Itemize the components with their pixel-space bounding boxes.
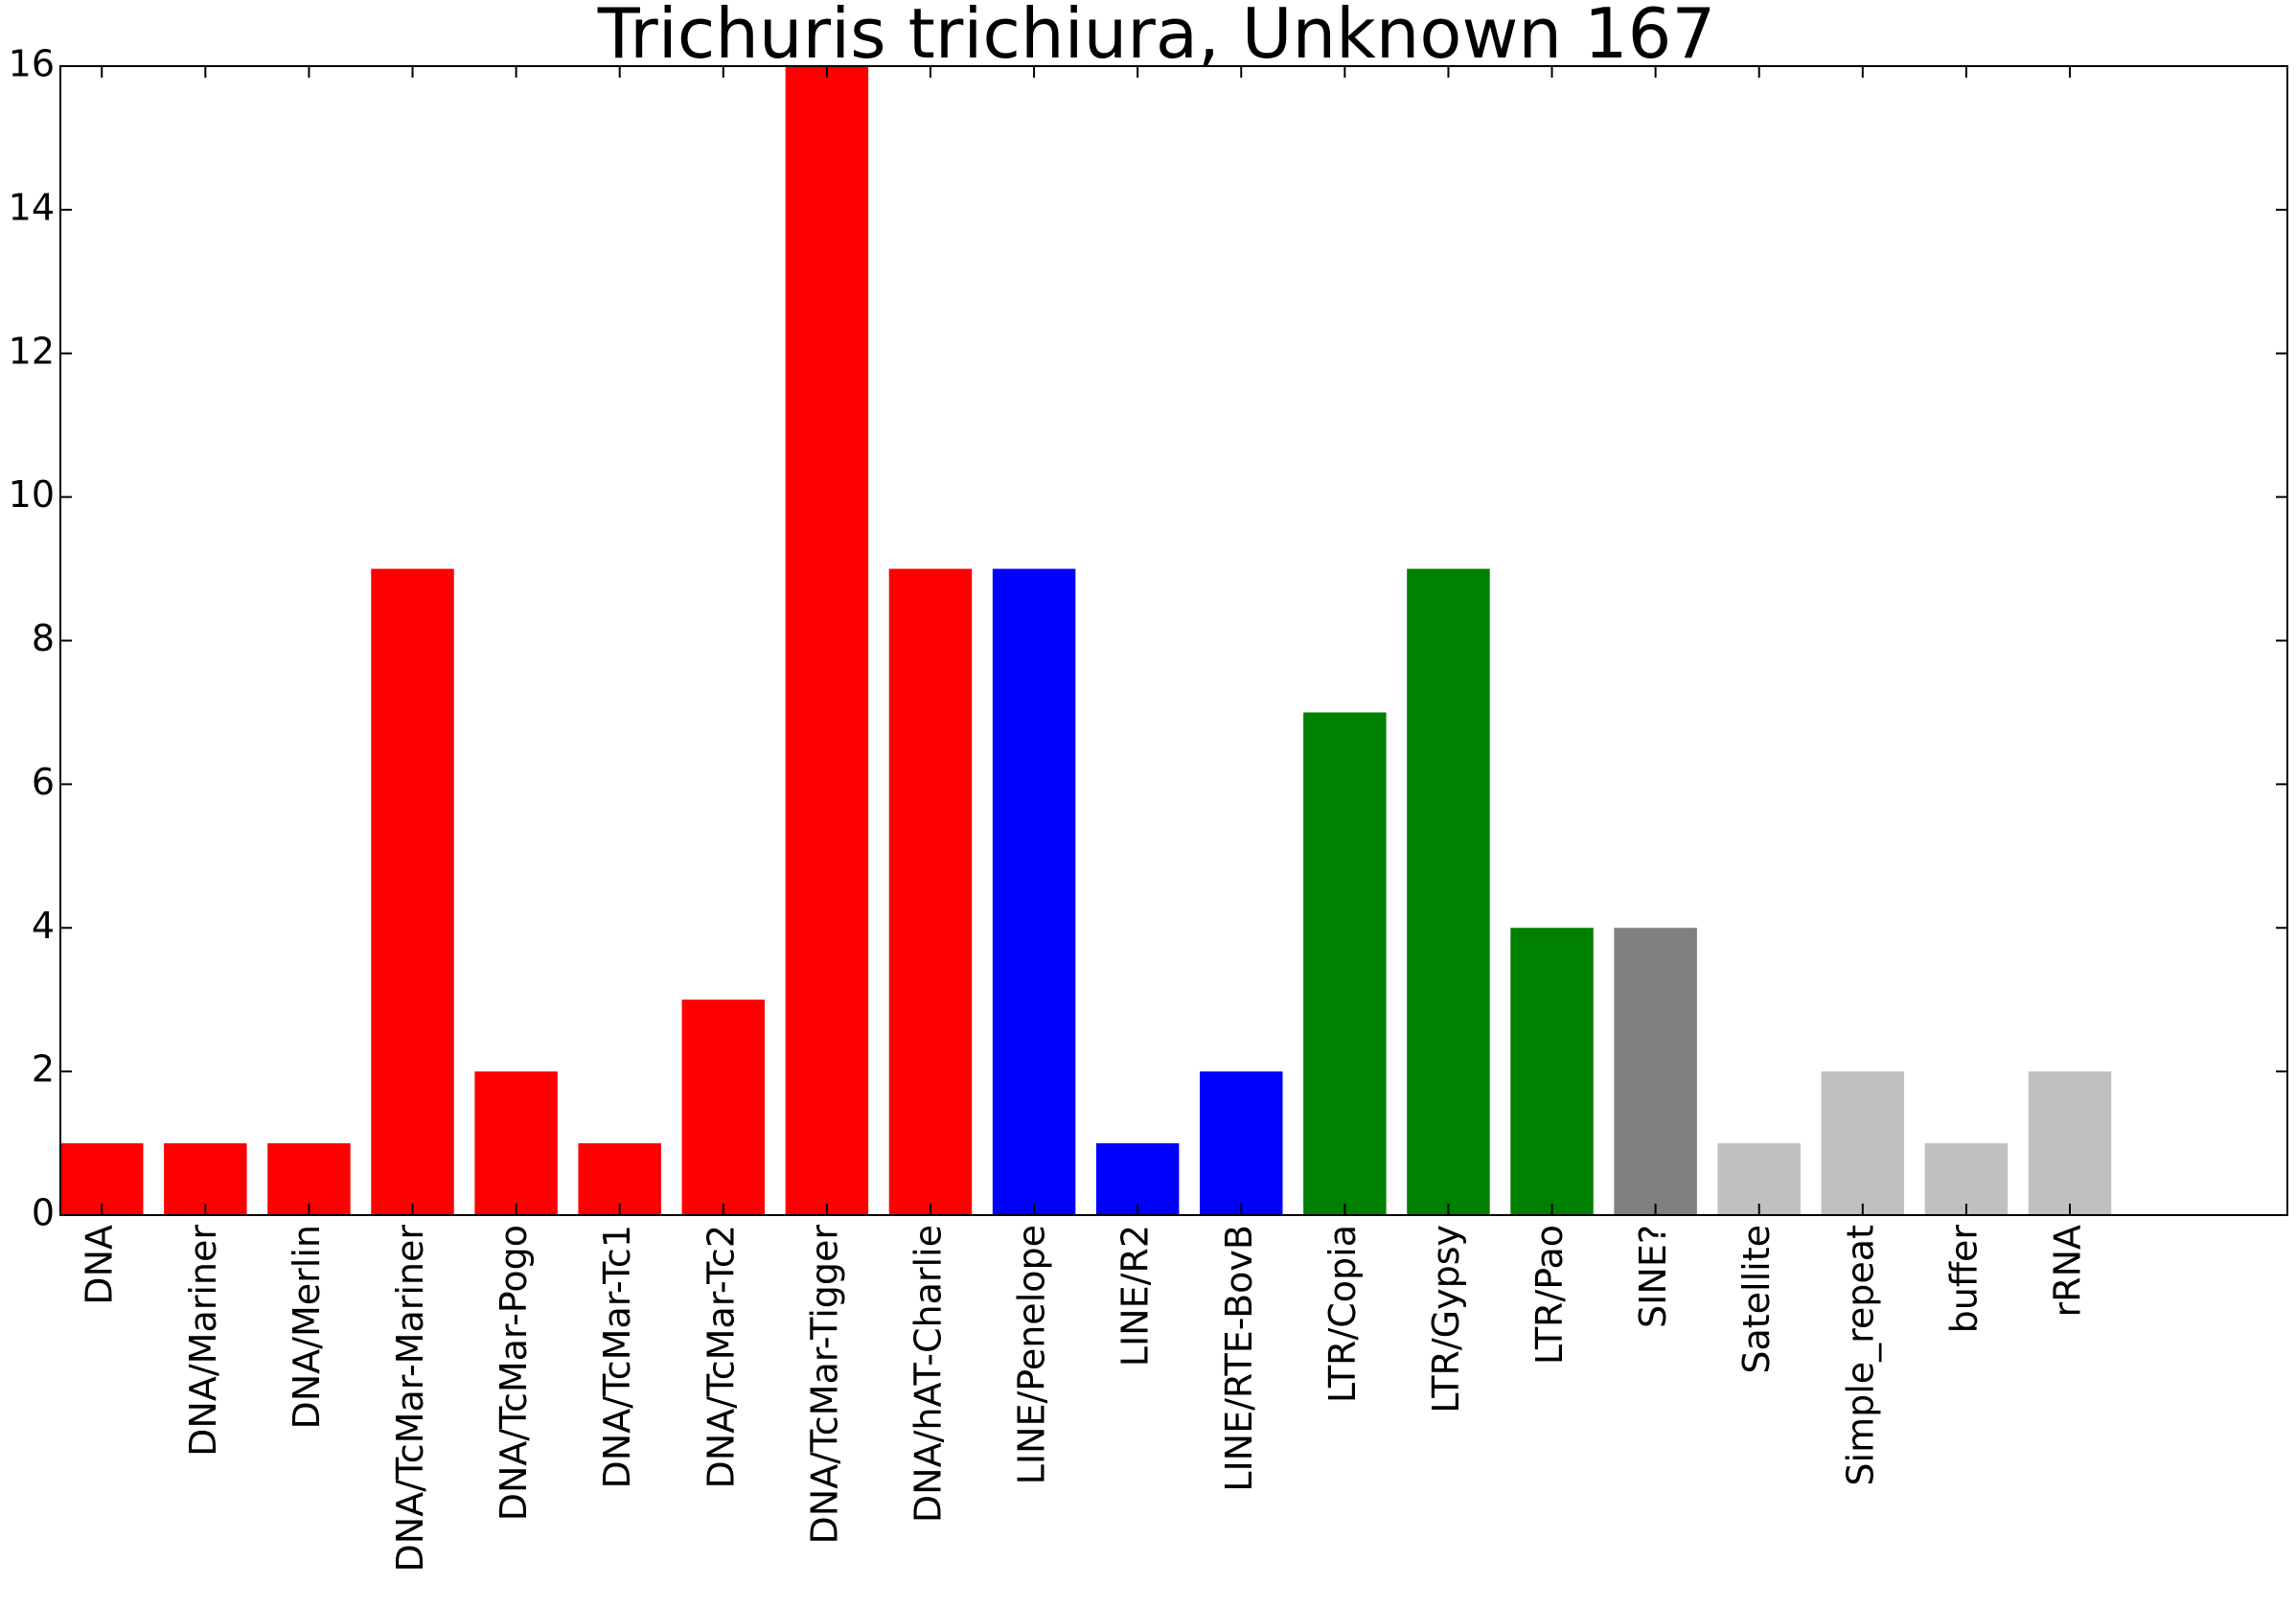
y-tick-label: 8 (32, 617, 55, 659)
x-tick-label: buffer (1942, 1225, 1985, 1334)
x-tick-label: DNA (79, 1225, 121, 1305)
chart-title: Trichuris trichiura, Unknown 167 (597, 0, 1716, 74)
x-tick-label: LINE/Penelope (1011, 1225, 1053, 1484)
x-tick-label: DNA/Mariner (182, 1225, 224, 1457)
bar-line-rte-bovb (1200, 1071, 1283, 1215)
x-tick-label: LTR/Copia (1321, 1225, 1364, 1403)
bar-line-penelope (992, 568, 1076, 1215)
y-tick-label: 16 (9, 43, 55, 85)
bar-rrna (2028, 1071, 2112, 1215)
y-tick-label: 10 (9, 473, 55, 516)
y-tick-label: 0 (32, 1192, 55, 1234)
x-tick-label: Satellite (1735, 1225, 1778, 1374)
y-tick-label: 2 (32, 1048, 55, 1091)
x-tick-label: DNA/hAT-Charlie (907, 1225, 949, 1523)
plot-frame (59, 65, 2288, 1216)
x-tick-labels: DNA DNA/Mariner DNA/Merlin DNA/TcMar-Marine… (79, 1225, 2089, 1573)
bar-ltr-copia (1303, 712, 1387, 1215)
y-tick-label: 12 (9, 330, 55, 372)
bar-line-r2 (1095, 1143, 1180, 1215)
bar-buffer (1924, 1143, 2009, 1215)
x-tick-label: LINE/R2 (1114, 1225, 1157, 1367)
bars-layer (60, 66, 2112, 1215)
y-tick-label: 4 (32, 905, 55, 947)
ticks-layer (60, 65, 2287, 1216)
bar-dna (60, 1143, 144, 1215)
y-tick-label: 6 (32, 761, 55, 803)
x-tick-label: LTR/Gypsy (1425, 1225, 1467, 1413)
x-tick-label: DNA/TcMar-Tc2 (700, 1225, 742, 1488)
x-tick-label: DNA/TcMar-Pogo (493, 1225, 535, 1521)
y-tick-label: 14 (9, 186, 55, 228)
bar-simple-repeat (1821, 1071, 1905, 1215)
bar-dna-tcmar-pogo (474, 1071, 558, 1215)
x-tick-label: LINE/RTE-BovB (1218, 1225, 1260, 1492)
bar-sine- (1614, 928, 1697, 1215)
bar-ltr-pao (1510, 928, 1594, 1215)
bar-dna-mariner (164, 1143, 247, 1215)
x-tick-label: DNA/TcMar-Tigger (803, 1225, 845, 1545)
bar-dna-tcmar-mariner (371, 568, 454, 1215)
bar-ltr-gypsy (1407, 568, 1490, 1215)
bar-dna-hat-charlie (888, 568, 973, 1215)
bar-dna-tcmar-tigger (785, 66, 869, 1215)
x-tick-label: DNA/TcMar-Mariner (389, 1225, 431, 1573)
bar-dna-merlin (267, 1143, 351, 1215)
x-tick-label: DNA/Merlin (286, 1225, 328, 1429)
x-tick-label: DNA/TcMar-Tc1 (596, 1225, 638, 1488)
bar-dna-tcmar-tc2 (681, 999, 766, 1215)
bar-satellite (1717, 1143, 1801, 1215)
x-tick-label: rRNA (2047, 1225, 2089, 1317)
x-tick-label: Simple_repeat (1839, 1225, 1881, 1486)
bar-dna-tcmar-tc1 (578, 1143, 661, 1215)
x-tick-label: SINE? (1632, 1225, 1674, 1328)
x-tick-label: LTR/Pao (1528, 1225, 1571, 1365)
y-tick-labels: 0 2 4 6 8 10 12 14 16 (9, 43, 55, 1234)
